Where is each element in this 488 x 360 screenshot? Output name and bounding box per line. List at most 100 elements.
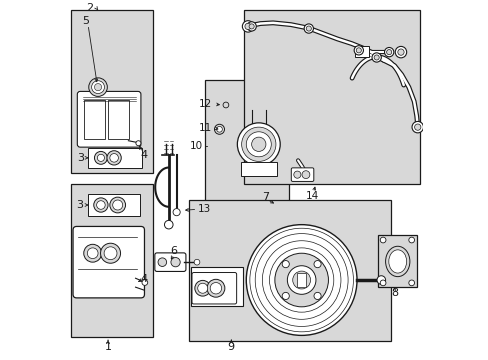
Text: 13: 13: [198, 204, 211, 213]
Circle shape: [248, 24, 254, 29]
Circle shape: [87, 248, 98, 258]
Ellipse shape: [388, 250, 406, 273]
Text: 6: 6: [170, 247, 177, 256]
Bar: [83, 100, 105, 139]
Bar: [205, 80, 288, 208]
Circle shape: [244, 23, 251, 30]
Circle shape: [380, 237, 385, 243]
Circle shape: [384, 48, 393, 57]
Circle shape: [89, 78, 107, 96]
Circle shape: [287, 266, 315, 294]
Text: 10: 10: [189, 141, 203, 151]
Circle shape: [194, 259, 200, 265]
Text: 12: 12: [198, 99, 211, 109]
Text: 8: 8: [390, 288, 397, 297]
Text: 4: 4: [140, 274, 147, 284]
Circle shape: [305, 26, 311, 31]
Circle shape: [206, 279, 224, 297]
Circle shape: [164, 220, 173, 229]
Circle shape: [194, 280, 210, 296]
Circle shape: [83, 244, 102, 262]
Circle shape: [380, 280, 385, 286]
Text: 3: 3: [77, 200, 83, 210]
Circle shape: [101, 243, 121, 263]
Circle shape: [313, 292, 321, 300]
Circle shape: [110, 154, 118, 162]
Circle shape: [246, 22, 256, 31]
Circle shape: [210, 283, 221, 294]
Circle shape: [242, 21, 253, 32]
FancyBboxPatch shape: [155, 253, 185, 271]
Bar: [88, 194, 140, 216]
Circle shape: [136, 141, 141, 146]
Text: 5: 5: [82, 16, 89, 26]
Bar: [244, 10, 419, 184]
Circle shape: [171, 257, 180, 267]
Bar: [189, 200, 390, 341]
Circle shape: [110, 197, 125, 213]
Circle shape: [241, 127, 275, 161]
Circle shape: [173, 208, 180, 216]
Text: 7: 7: [261, 192, 268, 202]
Circle shape: [293, 171, 300, 178]
Bar: [88, 148, 142, 167]
Circle shape: [94, 152, 107, 164]
Bar: [71, 10, 152, 173]
Circle shape: [282, 261, 289, 268]
Bar: [108, 100, 129, 139]
Circle shape: [246, 225, 356, 336]
Circle shape: [408, 280, 414, 286]
Circle shape: [251, 137, 265, 152]
Circle shape: [237, 123, 280, 166]
Circle shape: [376, 276, 385, 284]
Bar: [190, 267, 242, 306]
Circle shape: [356, 48, 361, 53]
Bar: [378, 235, 416, 287]
Circle shape: [197, 283, 207, 293]
Circle shape: [274, 253, 328, 307]
Circle shape: [94, 84, 102, 91]
Circle shape: [282, 292, 289, 300]
Circle shape: [107, 151, 121, 165]
Circle shape: [304, 24, 313, 33]
Text: 1: 1: [104, 342, 111, 352]
Circle shape: [353, 46, 363, 55]
FancyBboxPatch shape: [77, 91, 141, 147]
Text: 2: 2: [86, 3, 94, 13]
Circle shape: [313, 261, 321, 268]
Text: 4: 4: [140, 150, 147, 160]
Circle shape: [371, 53, 381, 62]
Text: 3: 3: [77, 153, 84, 163]
Ellipse shape: [385, 246, 409, 276]
Circle shape: [216, 126, 222, 132]
Circle shape: [112, 200, 122, 210]
Circle shape: [386, 50, 391, 55]
Circle shape: [414, 124, 420, 130]
Text: 14: 14: [305, 191, 318, 201]
Bar: [297, 273, 305, 287]
Circle shape: [214, 124, 224, 134]
Circle shape: [91, 81, 104, 94]
Bar: [354, 46, 368, 57]
Circle shape: [394, 46, 406, 58]
Circle shape: [292, 271, 310, 289]
Circle shape: [408, 237, 414, 243]
Text: 9: 9: [227, 342, 234, 352]
Circle shape: [223, 102, 228, 108]
Circle shape: [397, 49, 403, 55]
Circle shape: [97, 201, 105, 209]
Circle shape: [158, 258, 166, 266]
Circle shape: [246, 132, 271, 157]
FancyBboxPatch shape: [73, 226, 144, 298]
Bar: [241, 162, 276, 176]
Circle shape: [411, 121, 423, 133]
Text: 11: 11: [198, 123, 211, 133]
Circle shape: [94, 198, 108, 212]
Bar: [71, 184, 152, 337]
Circle shape: [142, 280, 147, 285]
Circle shape: [104, 247, 117, 260]
Circle shape: [97, 154, 104, 161]
Circle shape: [302, 171, 309, 179]
FancyBboxPatch shape: [291, 168, 313, 181]
Circle shape: [373, 55, 379, 60]
